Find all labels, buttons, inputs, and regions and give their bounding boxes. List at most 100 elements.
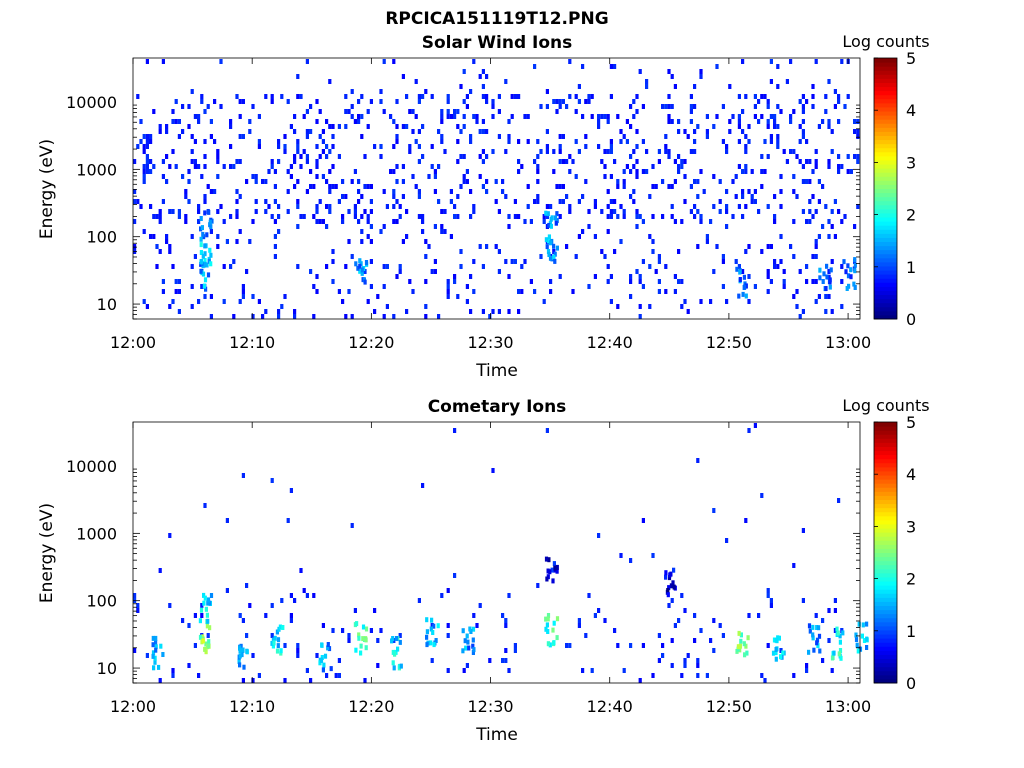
- heat-cell: [456, 294, 460, 299]
- heat-cell: [760, 94, 764, 99]
- heat-hotspot: [199, 236, 203, 242]
- solar-wind-colorbar-label: Log counts: [842, 32, 929, 51]
- heat-cell: [776, 64, 780, 69]
- heat-cell: [225, 518, 229, 523]
- heat-cell: [568, 59, 572, 64]
- heat-cell: [811, 214, 815, 219]
- heat-cell: [830, 224, 834, 229]
- heat-cell: [766, 204, 770, 209]
- heat-cell: [581, 194, 585, 199]
- heat-cell: [392, 144, 396, 149]
- heat-cell: [446, 109, 450, 114]
- heat-hotspot: [856, 648, 860, 654]
- heat-cell: [712, 124, 716, 129]
- heat-cell: [558, 274, 562, 279]
- heat-cell: [286, 209, 290, 214]
- heat-cell: [341, 628, 345, 633]
- heat-cell: [344, 109, 348, 114]
- heat-cell: [766, 244, 770, 249]
- heat-hotspot: [555, 564, 559, 570]
- heat-hotspot: [363, 279, 367, 285]
- heat-cell: [833, 104, 837, 109]
- heat-hotspot: [356, 265, 360, 271]
- heat-cell: [235, 199, 239, 204]
- heat-cell: [302, 149, 306, 154]
- heat-cell: [251, 294, 255, 299]
- heat-cell: [181, 104, 185, 109]
- heat-cell: [366, 184, 370, 189]
- heat-cell: [830, 149, 834, 154]
- heat-cell: [657, 289, 661, 294]
- heat-cell: [801, 104, 805, 109]
- heat-cell: [216, 244, 220, 249]
- heat-hotspot: [203, 261, 207, 267]
- colorbar-segment: [874, 528, 897, 533]
- heat-cell: [494, 199, 498, 204]
- heat-cell: [817, 124, 821, 129]
- heat-cell: [145, 139, 149, 144]
- heat-cell: [779, 204, 783, 209]
- heat-cell: [421, 94, 425, 99]
- heat-cell: [654, 269, 658, 274]
- heat-cell: [635, 269, 639, 274]
- heat-cell: [606, 214, 610, 219]
- heat-hotspot: [425, 617, 429, 623]
- heat-hotspot: [241, 647, 245, 653]
- heat-hotspot: [553, 565, 557, 571]
- heat-cell: [315, 209, 319, 214]
- heat-hotspot: [845, 286, 849, 291]
- heat-cell: [795, 304, 799, 309]
- heat-hotspot: [746, 635, 750, 641]
- heat-cell: [593, 199, 597, 204]
- heat-cell: [437, 164, 441, 169]
- colorbar-segment: [874, 237, 897, 243]
- heat-hotspot: [551, 627, 555, 633]
- heat-cell: [446, 279, 450, 284]
- heat-cell: [405, 94, 409, 99]
- heat-cell: [305, 593, 309, 598]
- heat-cell: [433, 224, 437, 229]
- heat-cell: [161, 59, 165, 64]
- heat-cell: [184, 219, 188, 224]
- x-tick-label: 12:50: [706, 333, 752, 352]
- heat-hotspot: [425, 629, 429, 635]
- heat-cell: [286, 99, 290, 104]
- colorbar-segment: [874, 544, 897, 549]
- heat-cell: [574, 254, 578, 259]
- heat-cell: [309, 184, 313, 189]
- heat-cell: [590, 668, 594, 673]
- heat-cell: [670, 214, 674, 219]
- colorbar-segment: [874, 159, 897, 165]
- heat-cell: [325, 673, 329, 678]
- heat-hotspot: [774, 647, 778, 652]
- heat-cell: [350, 114, 354, 119]
- heat-hotspot: [204, 641, 208, 647]
- heat-cell: [238, 299, 242, 304]
- heat-cell: [251, 314, 255, 319]
- heat-cell: [513, 648, 517, 653]
- heat-cell: [568, 94, 572, 99]
- heat-cell: [398, 214, 402, 219]
- heat-cell: [792, 219, 796, 224]
- heat-cell: [417, 159, 421, 164]
- heat-hotspot: [861, 622, 865, 628]
- heat-cell: [264, 179, 268, 184]
- heat-hotspot: [322, 662, 326, 668]
- heat-cell: [526, 114, 530, 119]
- colorbar-segment: [874, 422, 897, 427]
- heat-hotspot: [829, 267, 833, 273]
- heat-cell: [721, 633, 725, 638]
- heat-cell: [753, 114, 757, 119]
- heat-cell: [741, 189, 745, 194]
- heat-cell: [734, 174, 738, 179]
- heat-cell: [424, 304, 428, 309]
- heat-cell: [286, 518, 290, 523]
- colorbar-segment: [874, 74, 897, 79]
- heat-hotspot: [361, 624, 366, 630]
- heat-cell: [712, 618, 716, 623]
- heat-cell: [747, 428, 751, 433]
- x-tick-label: 12:40: [587, 333, 633, 352]
- heat-hotspot: [432, 623, 436, 629]
- heat-cell: [161, 279, 165, 284]
- heat-hotspot: [667, 585, 671, 591]
